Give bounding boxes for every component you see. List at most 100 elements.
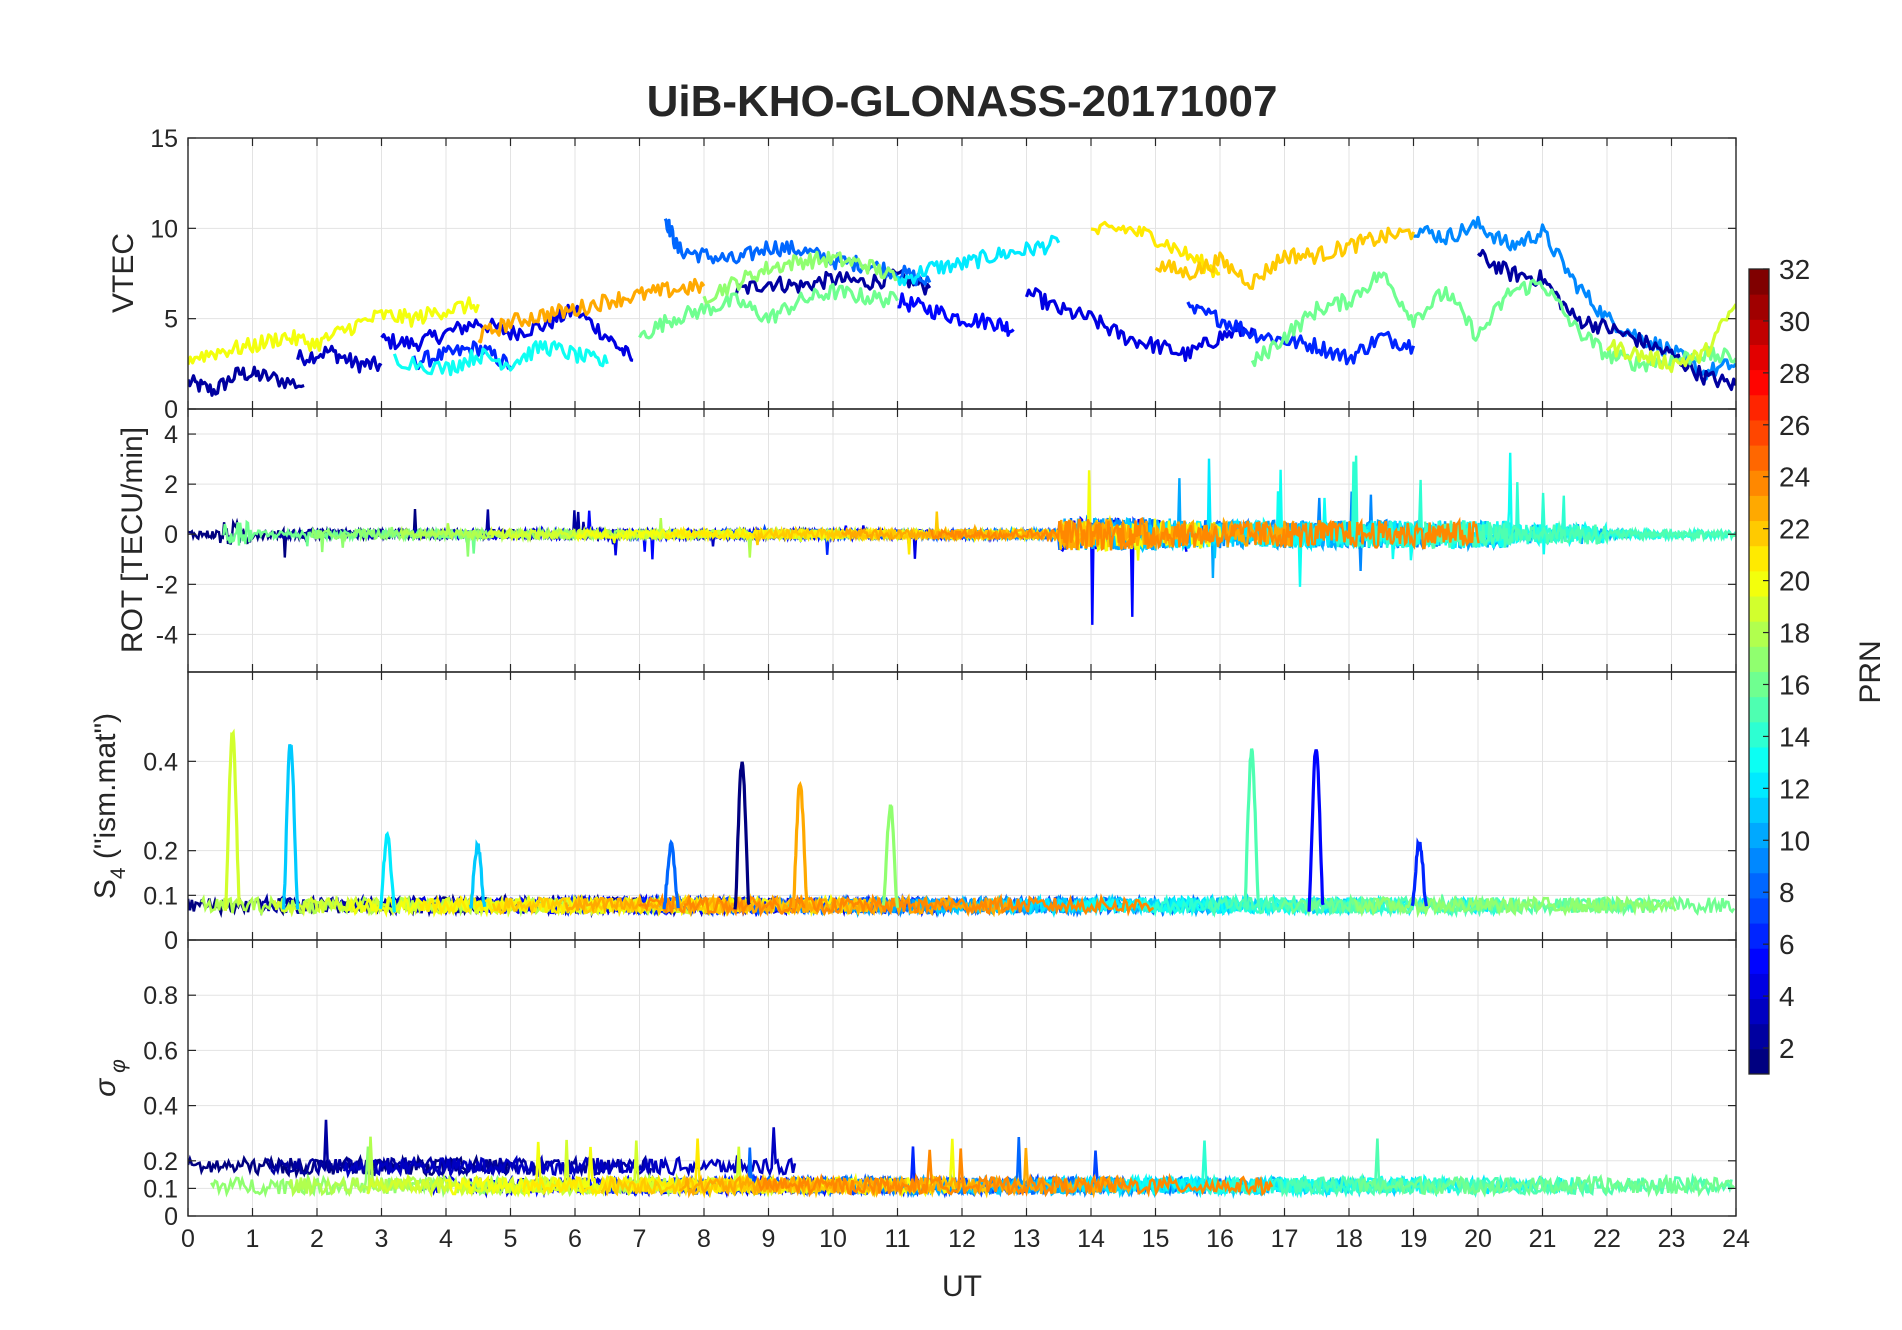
x-tick-label: 2 [310, 1225, 324, 1253]
colorbar-segment [1749, 419, 1769, 446]
y-axis-label-rot: ROT [TECU/min] [116, 427, 149, 653]
colorbar-tick-label: 18 [1779, 618, 1810, 649]
vtec-line [1024, 287, 1254, 362]
colorbar-segment [1749, 998, 1769, 1025]
colorbar-segment [1749, 746, 1769, 773]
colorbar-label: PRN [1854, 640, 1887, 703]
y-tick-label: 0.1 [143, 1175, 178, 1203]
colorbar-segment [1749, 596, 1769, 622]
colorbar-segment [1749, 294, 1769, 320]
s4-spike [881, 804, 900, 908]
colorbar-tick-label: 4 [1779, 981, 1795, 1012]
colorbar-segment [1749, 269, 1769, 295]
colorbar-segment [1749, 319, 1769, 345]
colorbar-segment [1749, 772, 1769, 798]
colorbar-segment [1749, 872, 1769, 899]
vtec-line [1154, 226, 1416, 290]
colorbar-tick-label: 16 [1779, 669, 1810, 700]
colorbar-tick-label: 14 [1779, 721, 1810, 752]
y-tick-label: -4 [156, 621, 178, 649]
s4-spike [223, 728, 242, 912]
colorbar-tick-label: 10 [1779, 825, 1810, 856]
x-tick-label: 15 [1142, 1225, 1170, 1253]
rot-series-group [188, 452, 1736, 625]
x-tick-label: 13 [1013, 1225, 1041, 1253]
colorbar-segment [1749, 1023, 1769, 1050]
y-axis-label-s4: S4 ("ism.mat") [89, 713, 130, 899]
colorbar-segment [1749, 495, 1769, 522]
colorbar-segment [1749, 470, 1769, 496]
colorbar-segment [1749, 1048, 1769, 1075]
x-tick-label: 3 [375, 1225, 389, 1253]
y-tick-label: 0.2 [143, 838, 178, 866]
colorbar-segment [1749, 797, 1769, 823]
s4-series-group [188, 728, 1736, 919]
colorbar-segment [1749, 671, 1769, 698]
y-tick-label: 0.6 [143, 1037, 178, 1065]
rot-line [1423, 520, 1736, 550]
s4-spike [281, 744, 300, 910]
s4-spike [662, 839, 680, 910]
colorbar-segment [1749, 897, 1769, 924]
colorbar-tick-label: 24 [1779, 462, 1810, 493]
sigma-line [265, 1119, 653, 1179]
colorbar-segment [1749, 545, 1769, 572]
x-tick-label: 1 [246, 1225, 260, 1253]
x-tick-label: 6 [568, 1225, 582, 1253]
colorbar-segment [1749, 621, 1769, 647]
vtec-line [477, 277, 706, 344]
rot-line [222, 519, 483, 554]
colorbar-segment [1749, 948, 1769, 974]
vtec-line [188, 296, 480, 366]
colorbar-segment [1749, 721, 1769, 748]
colorbar-segment [1749, 570, 1769, 597]
vtec-line [1186, 301, 1416, 366]
rot-line [1247, 452, 1701, 587]
x-tick-label: 23 [1658, 1225, 1686, 1253]
x-tick-label: 21 [1529, 1225, 1557, 1253]
x-tick-label: 16 [1206, 1225, 1234, 1253]
vtec-line [1413, 215, 1736, 381]
x-tick-label: 10 [819, 1225, 847, 1253]
x-tick-label: 12 [948, 1225, 976, 1253]
y-axis-label-sigma-phi: σ φ [89, 1059, 130, 1097]
s4-spike [791, 780, 809, 913]
colorbar-tick-label: 6 [1779, 929, 1795, 960]
axes: 051015-4-202400.10.20.400.10.20.40.60.80… [143, 125, 1750, 1253]
vtec-series-group [188, 215, 1736, 397]
colorbar-segment [1749, 973, 1769, 1000]
colorbar-segment [1749, 520, 1769, 547]
y-tick-label: 0 [164, 927, 178, 955]
x-tick-label: 4 [439, 1225, 453, 1253]
vtec-line [702, 250, 898, 305]
y-axis-label-vtec: VTEC [107, 233, 140, 313]
x-tick-label: 24 [1722, 1225, 1750, 1253]
x-tick-label: 20 [1464, 1225, 1492, 1253]
sigma-line [342, 1127, 797, 1180]
colorbar-segment [1749, 394, 1769, 421]
y-tick-label: 15 [150, 125, 178, 153]
vtec-line [296, 344, 383, 374]
vtec-line [1250, 271, 1736, 373]
panel-frame [187, 939, 1737, 1217]
colorbar-segment [1749, 696, 1769, 723]
x-tick-label: 17 [1271, 1225, 1299, 1253]
colorbar-tick-label: 32 [1779, 254, 1810, 285]
y-tick-label: 0.1 [143, 882, 178, 910]
x-tick-label: 18 [1335, 1225, 1363, 1253]
colorbar-tick-label: 22 [1779, 514, 1810, 545]
y-tick-label: 0.4 [143, 1093, 178, 1121]
y-tick-label: 0.8 [143, 982, 178, 1010]
colorbar-segment [1749, 344, 1769, 371]
vtec-line [412, 340, 512, 370]
x-tick-label: 14 [1077, 1225, 1105, 1253]
y-tick-label: 5 [164, 306, 178, 334]
x-tick-label: 8 [697, 1225, 711, 1253]
vtec-line [188, 365, 305, 397]
colorbar-segment [1749, 646, 1769, 672]
vtec-line [1605, 303, 1736, 374]
colorbar-tick-label: 2 [1779, 1033, 1795, 1064]
rot-line [929, 516, 1480, 552]
